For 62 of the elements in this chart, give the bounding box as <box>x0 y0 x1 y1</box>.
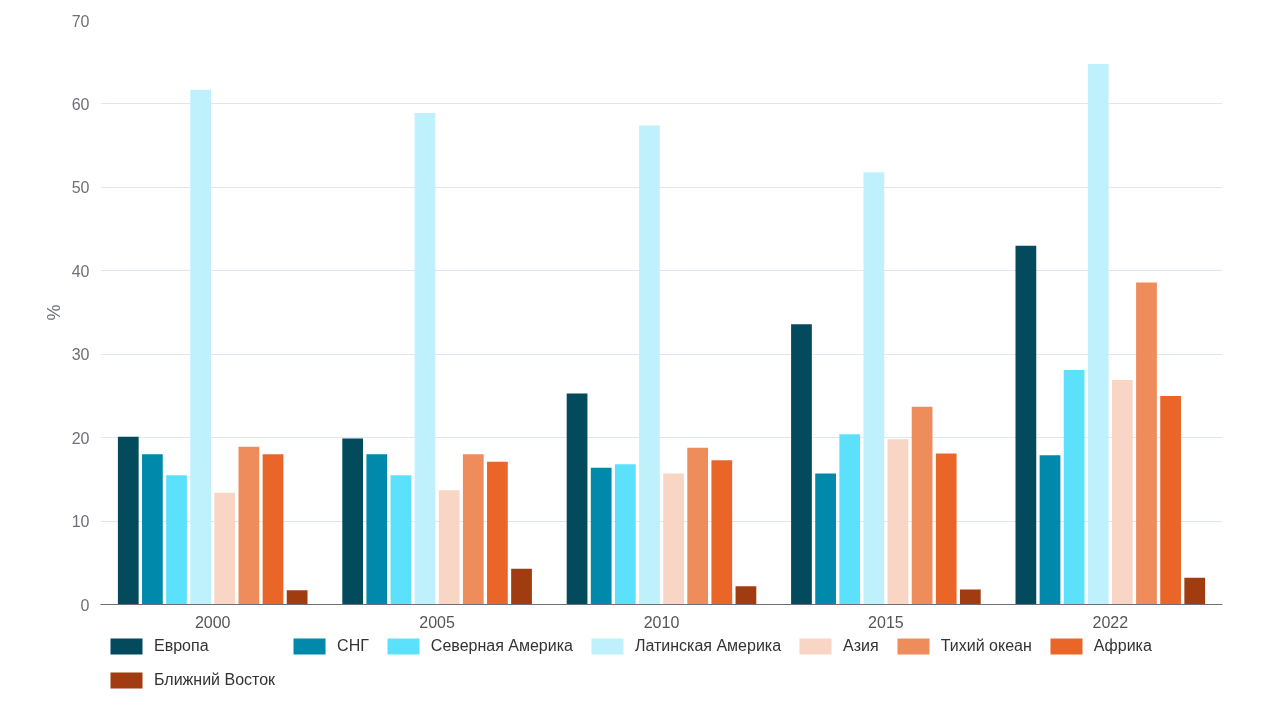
bar <box>1160 395 1181 605</box>
bar <box>238 446 260 605</box>
bar <box>911 406 933 605</box>
bar <box>142 454 163 605</box>
y-tick-label: 70 <box>71 12 90 30</box>
x-tick-label: 2022 <box>1092 613 1129 631</box>
bar <box>214 492 236 605</box>
bar <box>791 324 812 605</box>
bar <box>887 439 909 605</box>
bar <box>711 460 733 605</box>
bar <box>1184 577 1206 605</box>
x-tick-label: 2010 <box>643 613 680 631</box>
y-tick-label: 10 <box>71 513 90 531</box>
y-axis-title: % <box>43 304 64 321</box>
bar <box>366 454 388 605</box>
bar <box>190 89 212 605</box>
y-tick-label: 30 <box>71 346 90 364</box>
bar <box>487 461 508 605</box>
legend-label: Азия <box>843 636 879 656</box>
bar <box>566 393 588 605</box>
bar <box>935 453 957 605</box>
bar <box>639 125 660 605</box>
bar <box>462 454 484 605</box>
legend-label: Африка <box>1093 636 1152 656</box>
bar <box>1136 282 1157 605</box>
bar <box>614 464 636 605</box>
y-tick-label: 50 <box>71 179 90 197</box>
legend-label: Ближний Восток <box>154 670 276 690</box>
bar <box>815 473 836 605</box>
bar <box>663 473 684 605</box>
legend-label: Тихий океан <box>940 636 1032 656</box>
bar <box>286 590 308 605</box>
bar <box>390 475 412 605</box>
bar <box>1087 63 1109 605</box>
bar <box>117 436 139 605</box>
y-tick-label: 0 <box>80 596 90 614</box>
x-tick-label: 2000 <box>194 613 231 631</box>
bar <box>262 454 284 605</box>
bar <box>687 447 709 605</box>
legend-label: Европа <box>154 636 209 656</box>
bar <box>438 490 460 605</box>
bar <box>1039 455 1061 605</box>
y-tick-label: 60 <box>71 95 90 113</box>
bar <box>342 438 364 605</box>
bar <box>1015 245 1037 605</box>
legend-label: СНГ <box>337 636 369 656</box>
bar <box>590 467 612 605</box>
y-tick-label: 40 <box>71 262 90 280</box>
bar <box>414 113 436 605</box>
bar <box>166 475 187 605</box>
bar <box>1063 370 1085 605</box>
bar <box>863 172 885 605</box>
bar <box>735 586 757 605</box>
legend-label: Латинская Америка <box>634 636 782 656</box>
bar <box>839 434 861 605</box>
x-tick-label: 2005 <box>419 613 455 631</box>
bar <box>959 589 981 605</box>
x-tick-label: 2015 <box>868 613 904 631</box>
bar <box>511 568 532 605</box>
y-tick-label: 20 <box>71 429 90 447</box>
bar <box>1111 380 1133 605</box>
legend-label: Северная Америка <box>430 636 573 656</box>
